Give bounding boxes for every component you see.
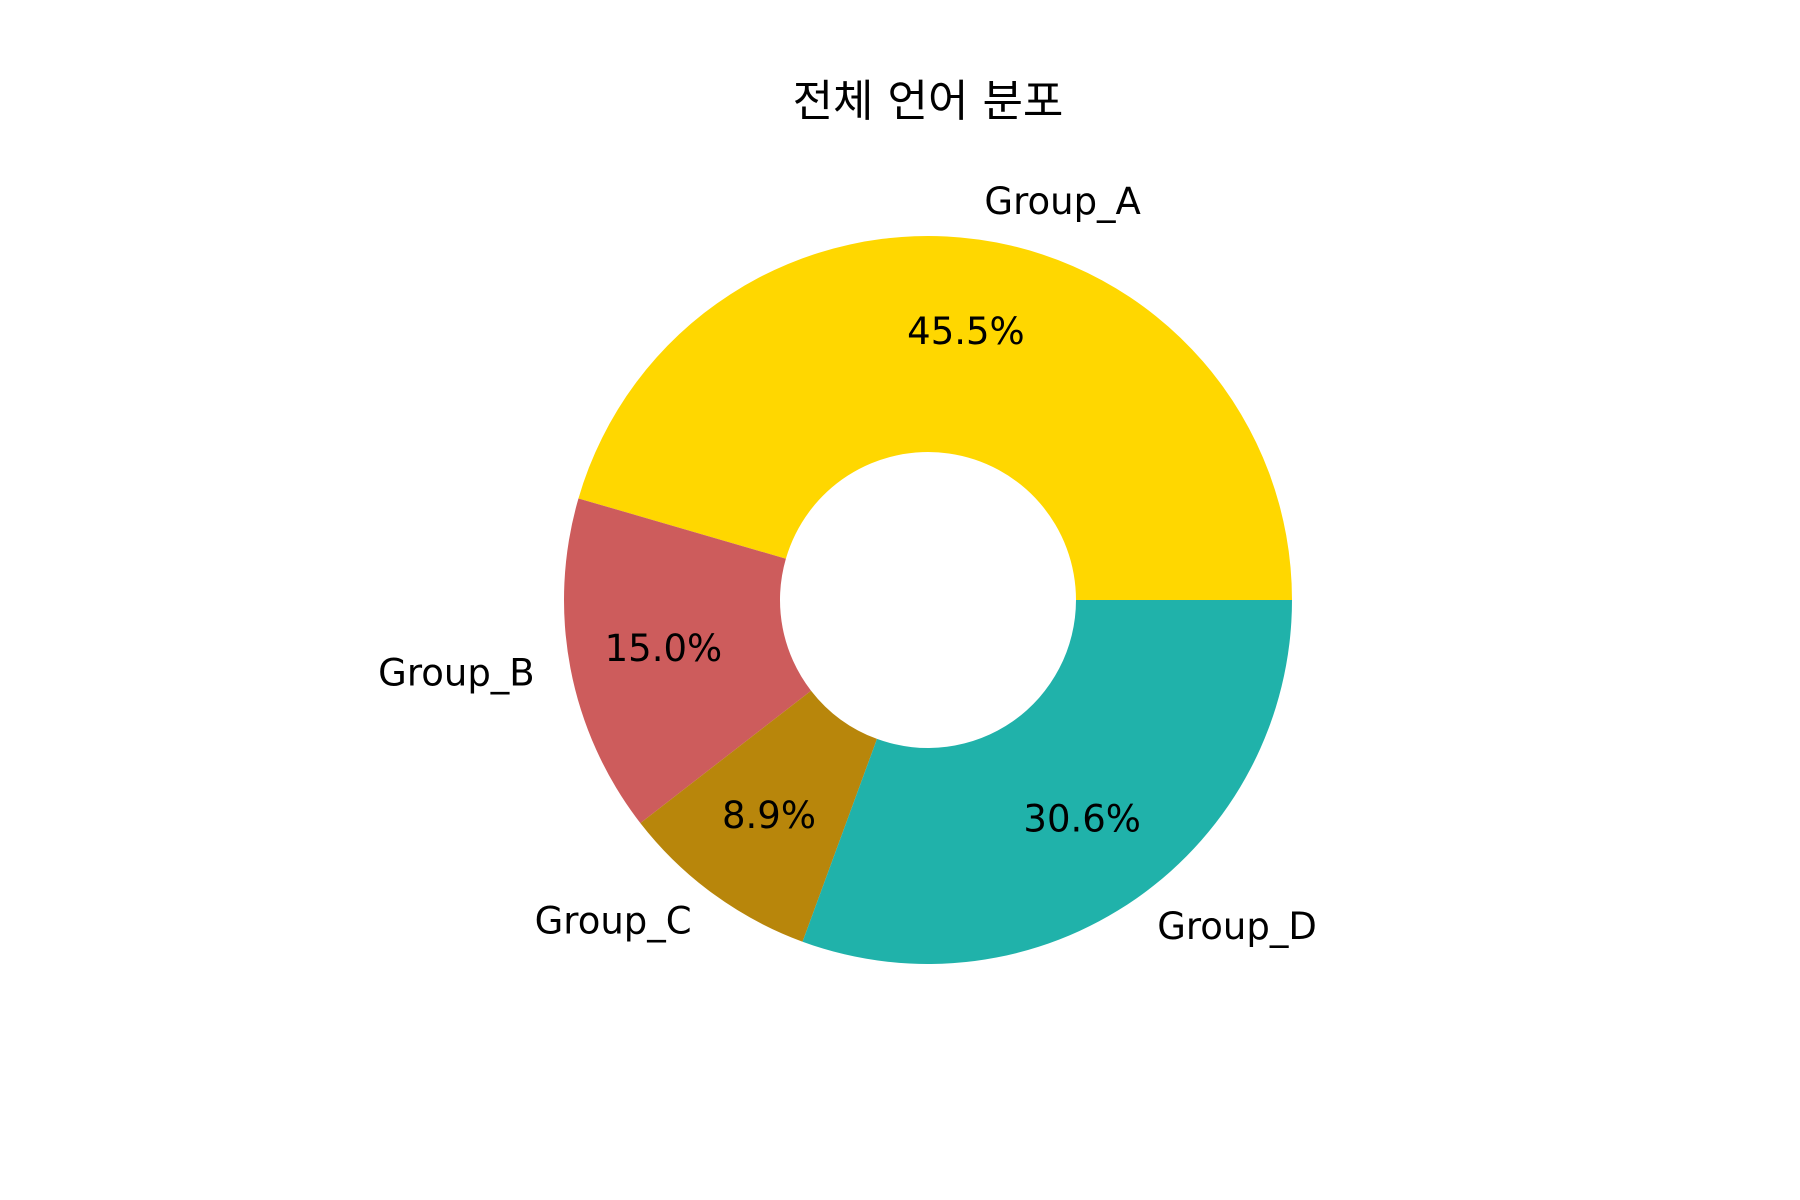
slice-label-group-a: Group_A <box>984 180 1140 223</box>
slice-label-group-b: Group_B <box>378 652 535 695</box>
slice-group-a <box>578 236 1292 600</box>
slice-label-group-c: Group_C <box>535 900 692 943</box>
slices-group <box>564 236 1292 964</box>
chart-title: 전체 언어 분포 <box>793 76 1064 127</box>
slice-label-group-d: Group_D <box>1157 905 1317 948</box>
slice-group-d <box>802 600 1292 964</box>
slice-group-b <box>564 498 812 824</box>
value-label-group-b: 15.0% <box>605 627 723 670</box>
value-label-group-c: 8.9% <box>722 794 816 837</box>
value-label-group-d: 30.6% <box>1023 797 1141 840</box>
labels-group: Group_A 45.5% Group_B 15.0% Group_C 8.9% Group… <box>378 180 1317 948</box>
slice-group-c <box>640 690 877 942</box>
value-label-group-a: 45.5% <box>907 310 1025 353</box>
